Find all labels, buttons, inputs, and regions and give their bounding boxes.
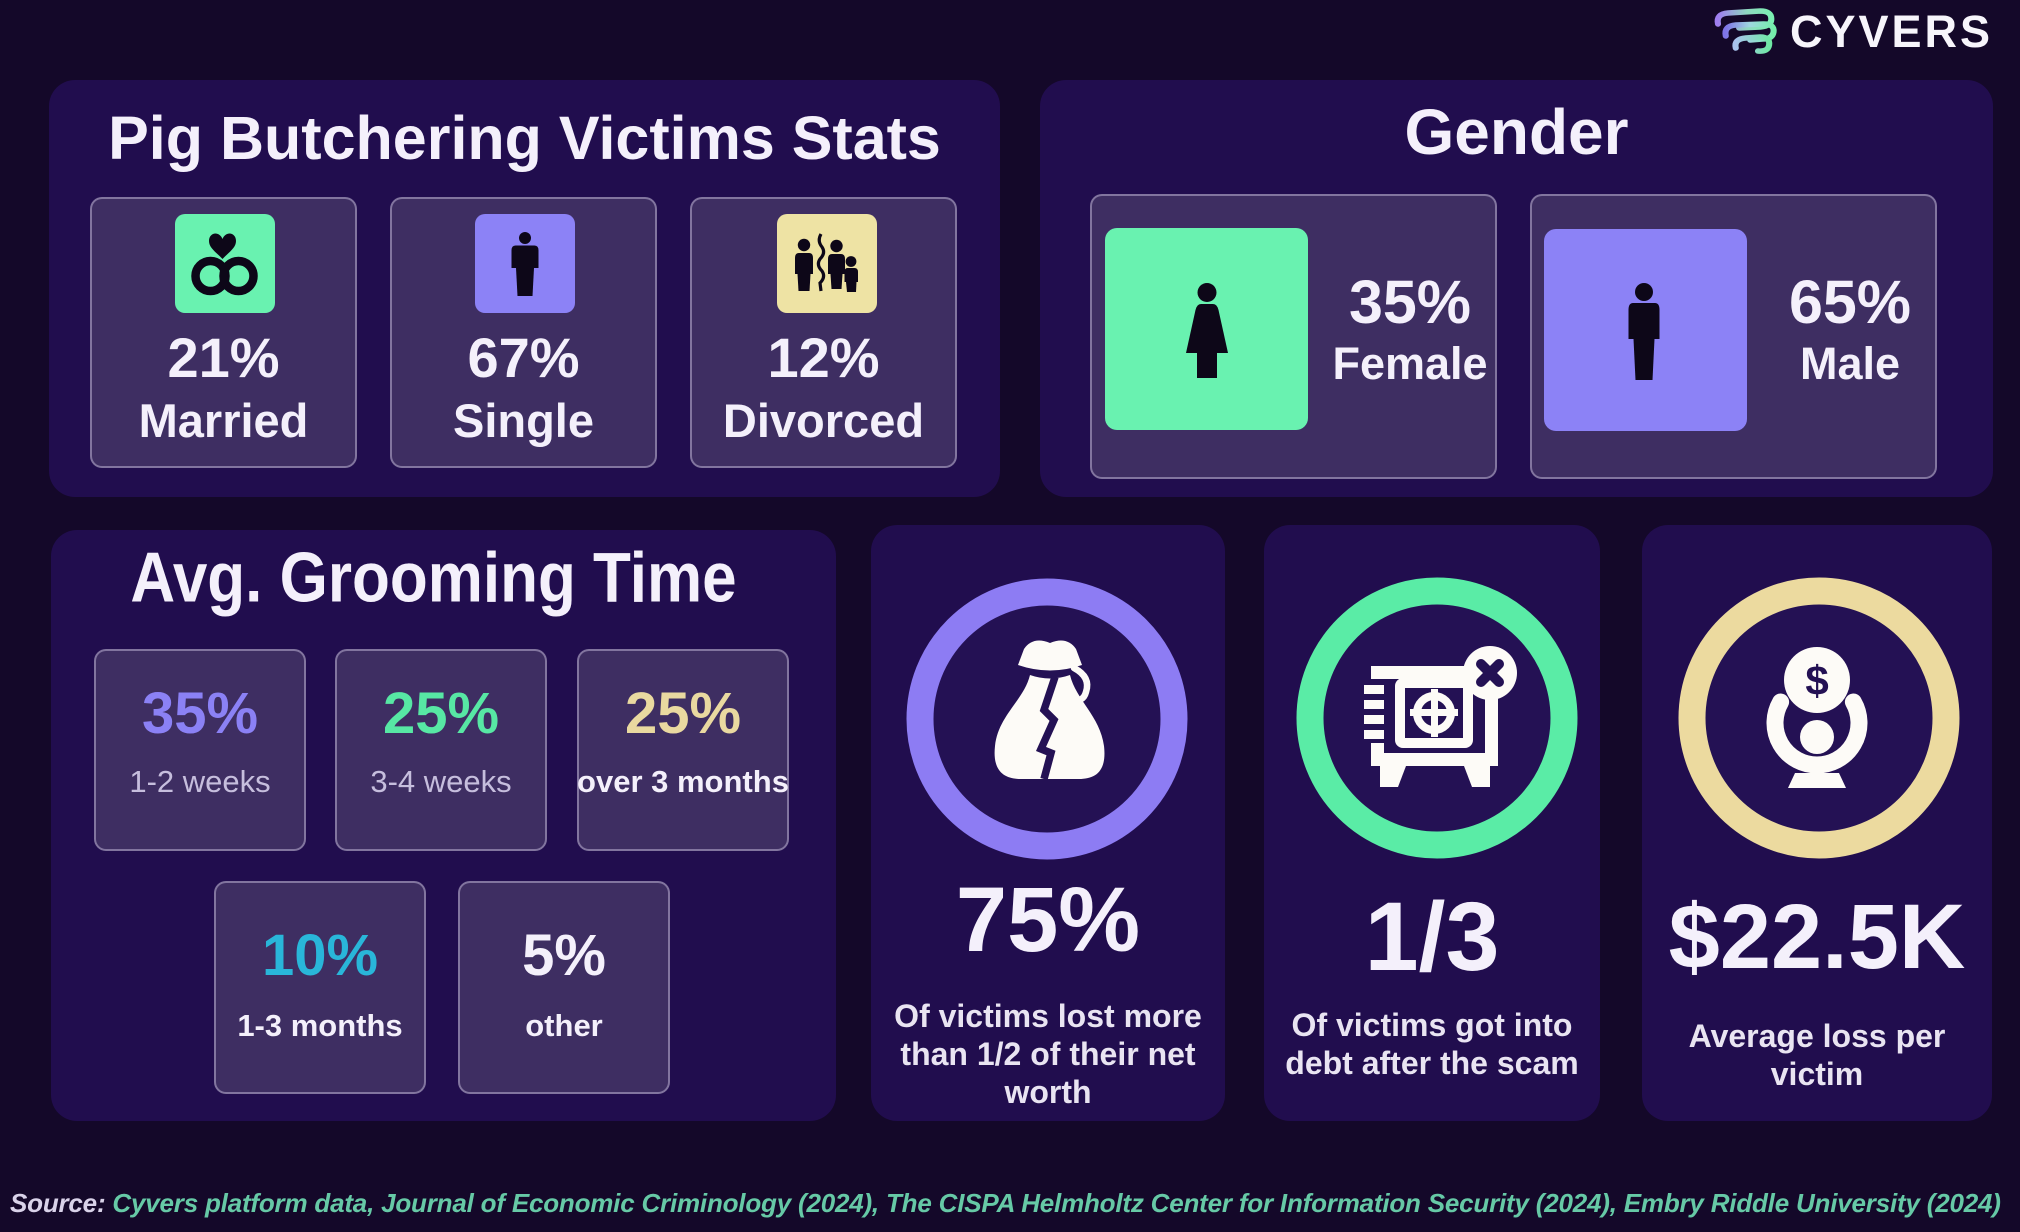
svg-text:$: $ xyxy=(1805,657,1828,704)
